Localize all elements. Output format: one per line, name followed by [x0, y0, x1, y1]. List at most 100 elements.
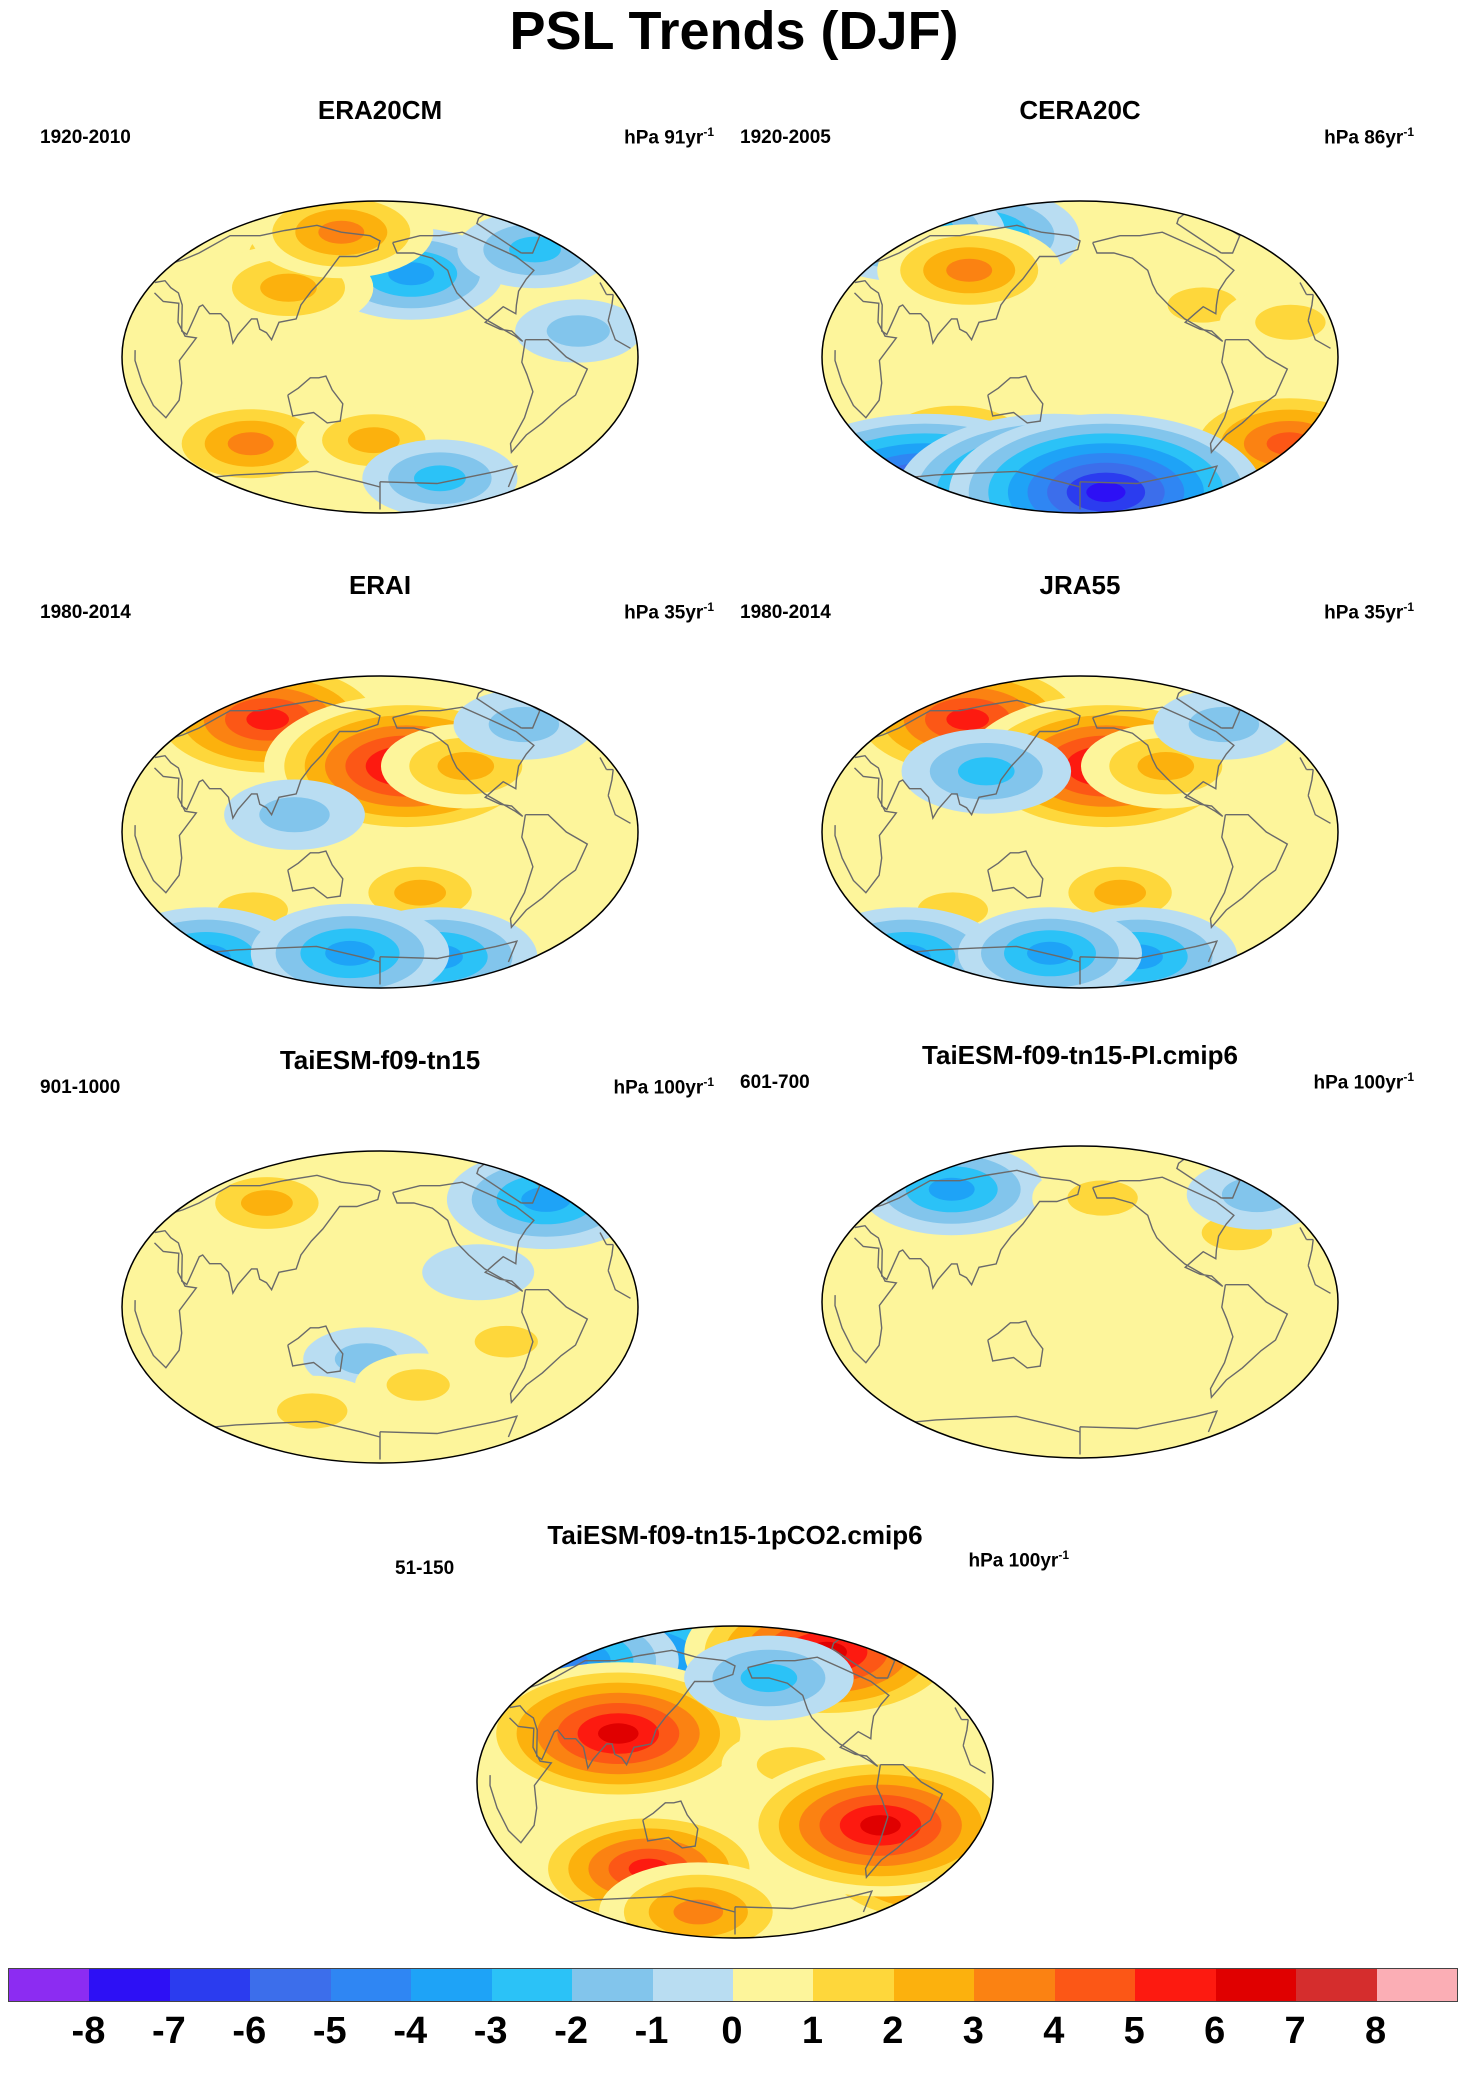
trend-contour [1027, 941, 1073, 965]
panel-period: 1920-2010 [40, 127, 131, 148]
panel-period: 901-1000 [40, 1077, 121, 1098]
coastline [834, 1237, 1331, 1364]
map-border [821, 200, 1339, 514]
coastline [854, 1169, 1314, 1291]
panel-units: hPa 100yr-1 [968, 1548, 1069, 1572]
panel-period: 1920-2005 [740, 127, 831, 148]
colorbar-tick-label: 5 [1123, 2010, 1145, 2052]
panel-taiesm-1pco2: TaiESM-f09-tn15-1pCO2.cmip6 51-150 hPa 1… [385, 1520, 1085, 2000]
coastline [747, 1656, 890, 1767]
trend-contour [1138, 1291, 1251, 1348]
panel-title: TaiESM-f09-tn15 [279, 1045, 481, 1075]
trend-contour [1266, 432, 1312, 456]
trend-contour [156, 932, 256, 982]
trend-contour [919, 1312, 1017, 1362]
coastline [392, 1181, 535, 1292]
colorbar-swatch [491, 1969, 573, 2001]
coastline [200, 940, 519, 985]
map-cera20c [821, 200, 1339, 514]
coastline [900, 940, 1219, 985]
panel-title: CERA20C [1019, 95, 1141, 125]
panel-units: hPa 35yr-1 [624, 600, 714, 624]
colorbar-tick-label: -3 [473, 2010, 508, 2052]
trend-contour [227, 432, 274, 456]
panel-era20cm: ERA20CM 1920-2010 hPa 91yr-1 [30, 95, 730, 575]
coastline [287, 850, 344, 899]
panel-taiesm: TaiESM-f09-tn15 901-1000 hPa 100yr-1 [30, 1045, 730, 1525]
panel-period: 51-150 [395, 1558, 455, 1579]
panel-taiesm-pi: TaiESM-f09-tn15-PI.cmip6 601-700 hPa 100… [730, 1040, 1430, 1520]
map-taiesm-1pco2 [476, 1625, 994, 1939]
colorbar-swatch [89, 1969, 171, 2001]
map-border [821, 1145, 1339, 1459]
coastline [900, 1410, 1219, 1455]
coastline [134, 292, 631, 419]
colorbar-tick-label: 1 [801, 2010, 824, 2052]
map-border [121, 1150, 639, 1464]
trend-contour [488, 706, 560, 743]
colorbar-swatch [1054, 1969, 1136, 2001]
trend-contour [521, 1187, 571, 1212]
trend-contour [246, 708, 289, 730]
trend-contour [325, 940, 375, 966]
trend-contour [946, 708, 989, 730]
coastline [154, 1174, 614, 1296]
colorbar-tick-label: 6 [1204, 2010, 1226, 2052]
map-border [821, 675, 1339, 989]
trend-contour [122, 315, 201, 365]
colorbar-swatch [652, 1969, 734, 2001]
map-border [121, 200, 639, 514]
coastline [154, 699, 614, 821]
colorbar-swatch [169, 1969, 251, 2001]
panel-title: ERAI [348, 570, 412, 600]
figure-title: PSL Trends (DJF) [509, 1, 959, 61]
panel-erai: ERAI 1980-2014 hPa 35yr-1 [30, 570, 730, 1050]
trend-contour [856, 932, 956, 982]
colorbar-tick-label: 7 [1284, 2010, 1306, 2052]
trend-contour [1167, 287, 1238, 323]
colorbar-tick-label: 0 [721, 2010, 743, 2052]
colorbar-swatch [1376, 1969, 1458, 2001]
panel-units: hPa 100yr-1 [1313, 1070, 1414, 1094]
panel-units: hPa 86yr-1 [1324, 125, 1414, 149]
coastline [1209, 814, 1289, 929]
panel-title: TaiESM-f09-tn15-PI.cmip6 [922, 1040, 1238, 1070]
colorbar-swatch [733, 1969, 814, 2001]
coastline [509, 814, 589, 929]
trend-contour [946, 258, 993, 282]
trend-contour [394, 879, 446, 906]
panel-units: hPa 35yr-1 [1324, 600, 1414, 624]
map-border [121, 675, 639, 989]
coastline [854, 699, 1314, 821]
trend-contour [386, 1369, 450, 1401]
coastline [987, 850, 1044, 899]
map-taiesm-pi [821, 1145, 1339, 1459]
coastline [509, 1649, 969, 1771]
coastline [287, 375, 344, 424]
colorbar-tick-label: 2 [882, 2010, 904, 2052]
map-era20cm [121, 200, 639, 514]
map-taiesm [121, 1150, 639, 1464]
trend-contour [1094, 879, 1146, 906]
coastline [1209, 339, 1289, 454]
trend-contour [509, 236, 561, 263]
colorbar-swatch [893, 1969, 975, 2001]
coastline [489, 1717, 986, 1844]
colorbar [8, 1968, 1458, 2002]
colorbar-swatch [411, 1969, 493, 2001]
trend-contour [259, 797, 330, 833]
trend-contour [1086, 482, 1126, 503]
coastline [1209, 1284, 1289, 1399]
colorbar-tick-label: 4 [1043, 2010, 1065, 2052]
map-jra55 [821, 675, 1339, 989]
colorbar-tick-label: -7 [151, 2010, 186, 2052]
panel-period: 601-700 [740, 1072, 810, 1093]
coastline [509, 339, 589, 454]
colorbar-tick-label: -6 [232, 2010, 267, 2052]
coastline [509, 1289, 589, 1404]
coastline [900, 465, 1219, 510]
panel-title: TaiESM-f09-tn15-1pCO2.cmip6 [547, 1520, 923, 1550]
colorbar-tick-label: -2 [554, 2010, 589, 2052]
coastline [642, 1800, 699, 1849]
trend-contour [881, 944, 931, 970]
